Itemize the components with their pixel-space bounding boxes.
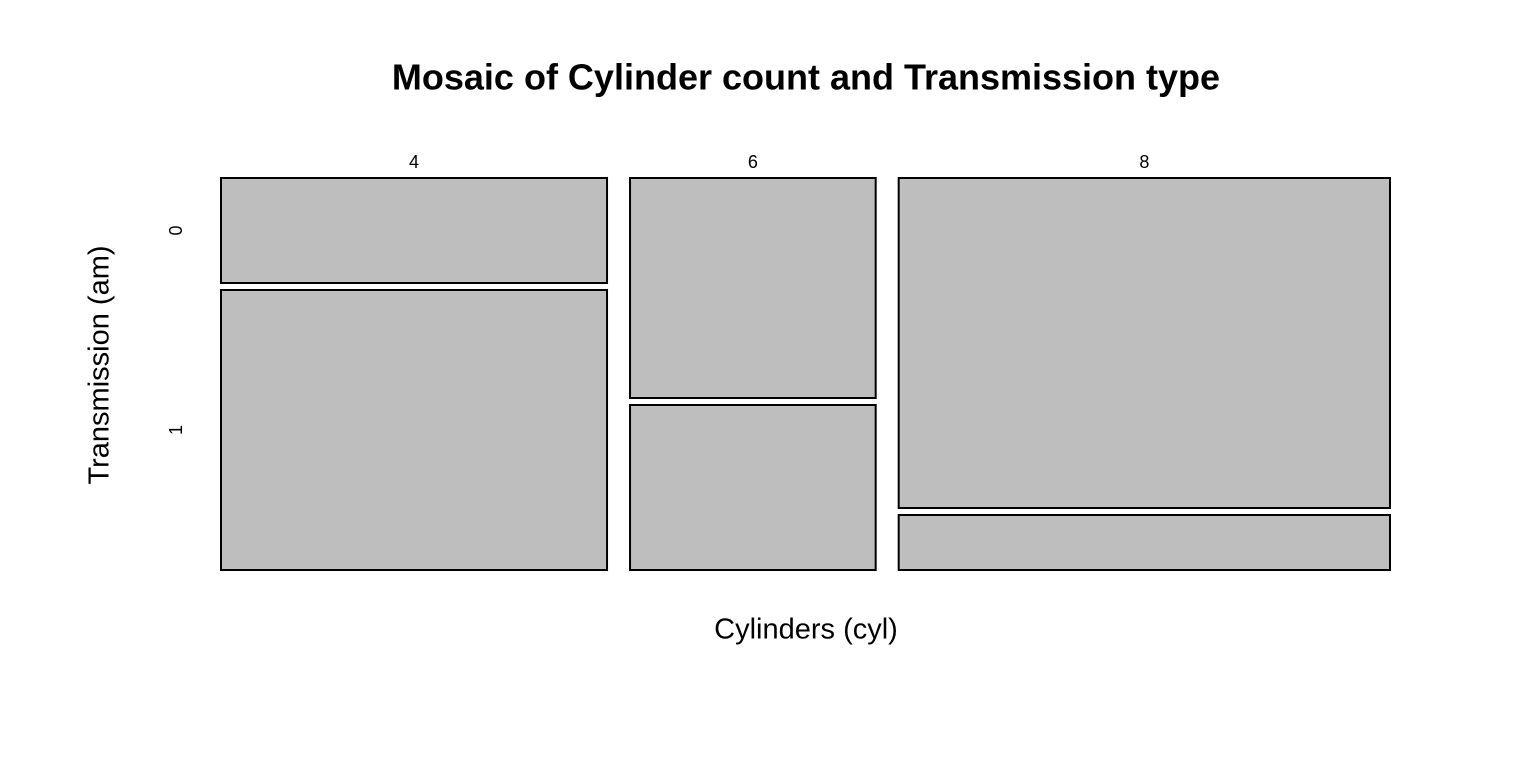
mosaic-tile: [897, 177, 1391, 509]
mosaic-tile: [629, 404, 877, 571]
chart-title: Mosaic of Cylinder count and Transmissio…: [392, 57, 1220, 98]
mosaic-tile: [220, 177, 609, 284]
x-tick-label: 4: [409, 152, 419, 172]
y-axis-label: Transmission (am): [84, 245, 116, 484]
y-tick-label: 1: [166, 425, 186, 435]
y-tick-label: 0: [166, 225, 186, 235]
x-axis-label: Cylinders (cyl): [714, 614, 898, 646]
mosaic-tile: [897, 514, 1391, 571]
mosaic-tile: [629, 177, 877, 399]
x-tick-label: 6: [748, 152, 758, 172]
mosaic-tile: [220, 289, 609, 571]
x-tick-label: 8: [1139, 152, 1149, 172]
